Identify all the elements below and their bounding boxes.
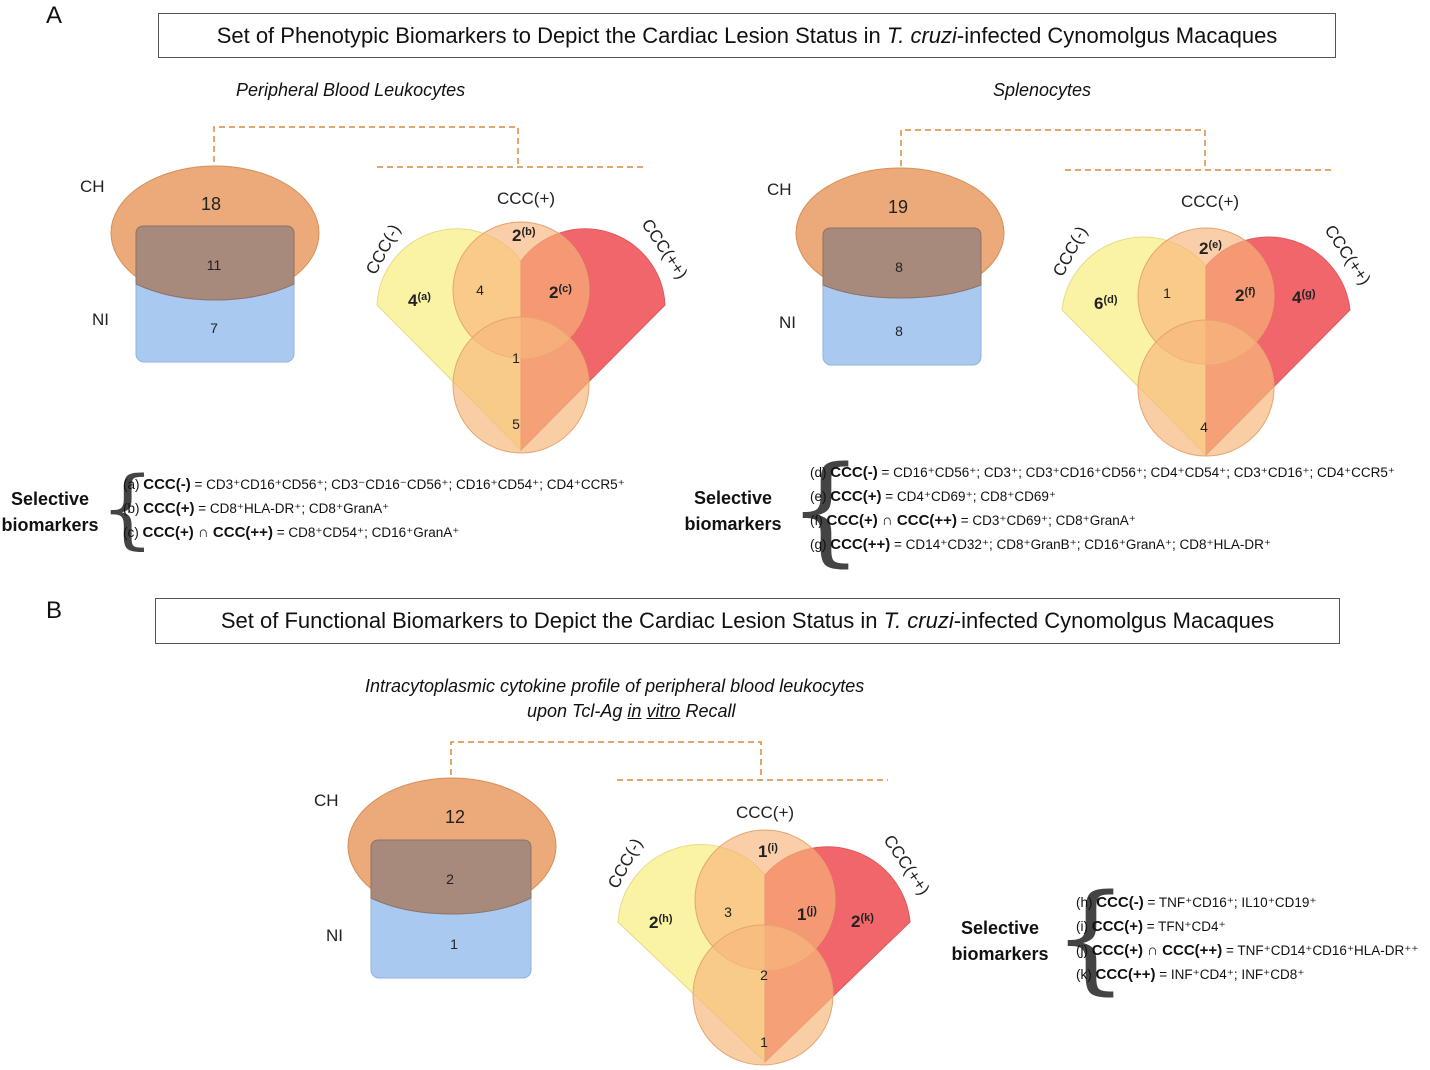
panel-a-title-pre: Set of Phenotypic Biomarkers to Depict t… [216, 22, 881, 48]
ics-venn-minus-plus: 3 [724, 904, 732, 920]
pbl-biomarker-list: (a) CCC(-) = CD3⁺CD16⁺CD56⁺; CD3⁻CD16⁻CD… [123, 473, 625, 545]
biomarker-item: (f) CCC(+) ∩ CCC(++) = CD3⁺CD69⁺; CD8⁺Gr… [810, 512, 1136, 529]
spl-venn-plus-pp: 2(f) [1235, 286, 1256, 305]
connector-spl-bracket [900, 129, 1206, 169]
ics-brace: { [1053, 868, 1129, 1006]
ics-venn-plus-pp: 1(j) [797, 905, 817, 924]
spl-overlap-region [822, 227, 982, 299]
biomarker-item: (g) CCC(++) = CD14⁺CD32⁺; CD8⁺GranB⁺; CD… [810, 536, 1272, 553]
pbl-brace: { [100, 459, 155, 559]
ics-ch-label: CH [314, 791, 339, 810]
spl-ch-label: CH [767, 180, 792, 199]
ics-subtitle-line2: upon Tcl-Ag in vitro Recall [527, 701, 736, 721]
ics-overlap-count: 2 [446, 871, 454, 887]
biomarker-item: (d) CCC(-) = CD16⁺CD56⁺; CD3⁺; CD3⁺CD16⁺… [810, 464, 1396, 481]
ics-venn [617, 829, 911, 1066]
panel-a-title-species: T. cruzi [886, 22, 957, 48]
pbl-ch-ni-diagram [110, 165, 320, 363]
connector-pbl-bracket [213, 126, 519, 166]
pbl-venn [376, 221, 666, 454]
spl-ch-ni-diagram [795, 167, 1005, 366]
pbl-venn-label-plus: CCC(+) [497, 189, 555, 208]
biomarker-item: (h) CCC(-) = TNF⁺CD16⁺; IL10⁺CD19⁺ [1076, 894, 1317, 911]
panel-b-title-species: T. cruzi [883, 608, 954, 633]
pbl-ch-label: CH [80, 177, 105, 196]
spl-ni-only-count: 8 [895, 323, 903, 339]
ics-subtitle-line1: Intracytoplasmic cytokine profile of per… [365, 676, 865, 696]
ics-biomarker-list: (h) CCC(-) = TNF⁺CD16⁺; IL10⁺CD19⁺ (i) C… [1076, 891, 1419, 987]
pbl-ch-only-count: 18 [201, 194, 221, 214]
splenocytes-subtitle: Splenocytes [993, 80, 1092, 100]
connector-lines [213, 126, 1333, 781]
panel-a-letter: A [46, 2, 63, 29]
pbl-overlap-count: 11 [207, 257, 222, 273]
pbl-venn-minus-plus: 4 [476, 282, 484, 298]
spl-venn-plus-only: 2(e) [1199, 239, 1222, 258]
spl-venn-label-plus: CCC(+) [1181, 192, 1239, 211]
pbl-venn-minus-only: 4(a) [408, 291, 431, 310]
panel-a-title-post: -infected Cynomolgus Macaques [956, 22, 1278, 48]
biomarker-item: (c) CCC(+) ∩ CCC(++) = CD8⁺CD54⁺; CD16⁺G… [123, 524, 460, 541]
spl-venn-bottom-count: 4 [1200, 419, 1208, 435]
ics-venn-label-plus: CCC(+) [736, 803, 794, 822]
biomarker-item: (e) CCC(+) = CD4⁺CD69⁺; CD8⁺CD69⁺ [810, 488, 1056, 505]
pbl-venn-bottom [452, 316, 590, 454]
biomarker-item: (b) CCC(+) = CD8⁺HLA-DR⁺; CD8⁺GranA⁺ [123, 500, 390, 517]
pbl-venn-plus-only: 2(b) [512, 226, 536, 245]
spl-ni-label: NI [779, 313, 796, 332]
spl-ch-only-count: 19 [888, 197, 908, 217]
spl-overlap-count: 8 [895, 259, 903, 275]
ics-ni-only-count: 1 [450, 936, 458, 952]
pbl-venn-bottom-count: 5 [512, 416, 520, 432]
biomarker-item: (i) CCC(+) = TFN⁺CD4⁺ [1076, 918, 1226, 935]
spl-venn [1061, 227, 1351, 457]
pbl-ni-only-count: 7 [210, 320, 218, 336]
spl-brace: { [788, 440, 864, 578]
spl-venn-minus-only: 6(d) [1094, 294, 1118, 313]
panel-a-title: Set of Phenotypic Biomarkers to Depict t… [158, 13, 1336, 58]
spl-venn-minus-plus: 1 [1163, 285, 1171, 301]
panel-b-title-pre: Set of Functional Biomarkers to Depict t… [220, 608, 878, 633]
panel-b-title: Set of Functional Biomarkers to Depict t… [155, 598, 1340, 644]
ics-overlap-region [370, 839, 532, 915]
ics-venn-bottom-count: 1 [760, 1034, 768, 1050]
ics-ch-only-count: 12 [445, 807, 465, 827]
spl-selective-label: Selective biomarkers [684, 488, 782, 534]
panel-b-title-post: -infected Cynomolgus Macaques [953, 608, 1275, 633]
pbl-ni-label: NI [92, 310, 109, 329]
pbl-venn-plus-pp: 2(c) [549, 283, 572, 302]
biomarker-item: (a) CCC(-) = CD3⁺CD16⁺CD56⁺; CD3⁻CD16⁻CD… [123, 476, 625, 493]
ics-venn-bottom [692, 924, 834, 1066]
ics-venn-center: 2 [760, 967, 768, 983]
spl-venn-pp-only: 4(g) [1292, 288, 1316, 307]
ics-venn-pp-only: 2(k) [851, 912, 874, 931]
ics-selective-label: Selective biomarkers [951, 918, 1049, 964]
ics-venn-plus-only: 1(i) [758, 842, 778, 861]
biomarker-item: (j) CCC(+) ∩ CCC(++) = TNF⁺CD14⁺CD16⁺HLA… [1076, 942, 1419, 959]
spl-biomarker-list: (d) CCC(-) = CD16⁺CD56⁺; CD3⁺; CD3⁺CD16⁺… [810, 461, 1395, 557]
ics-ni-label: NI [326, 926, 343, 945]
spl-venn-bottom [1137, 319, 1275, 457]
biomarker-item: (k) CCC(++) = INF⁺CD4⁺; INF⁺CD8⁺ [1076, 966, 1305, 983]
ics-venn-minus-only: 2(h) [649, 913, 673, 932]
pbl-subtitle: Peripheral Blood Leukocytes [236, 80, 466, 100]
pbl-venn-center: 1 [512, 350, 520, 366]
pbl-overlap-region [135, 225, 295, 301]
connector-ics-bracket [450, 741, 762, 780]
ics-ch-ni-diagram [347, 777, 557, 979]
pbl-selective-label: Selective biomarkers [1, 489, 99, 535]
panel-b-letter: B [46, 597, 63, 624]
